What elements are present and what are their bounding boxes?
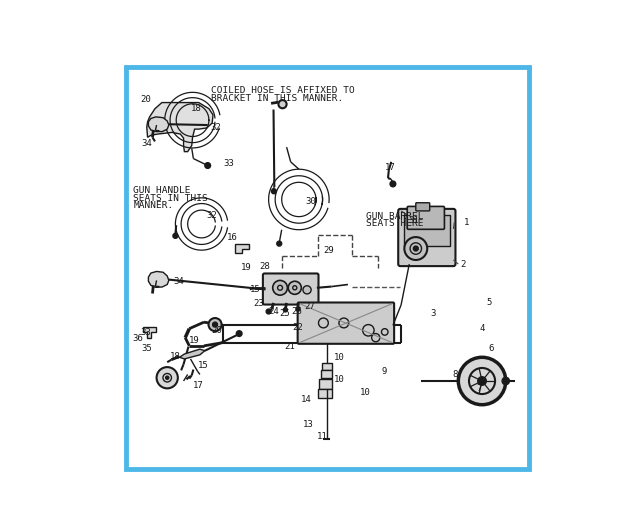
Circle shape xyxy=(296,307,300,311)
Text: 6: 6 xyxy=(488,344,494,353)
Polygon shape xyxy=(148,117,169,132)
Circle shape xyxy=(502,378,509,384)
Text: 20: 20 xyxy=(211,326,222,335)
Text: 23: 23 xyxy=(254,299,264,308)
Text: 15: 15 xyxy=(250,285,261,294)
Circle shape xyxy=(279,100,287,108)
Polygon shape xyxy=(147,102,213,152)
FancyBboxPatch shape xyxy=(298,303,394,344)
FancyBboxPatch shape xyxy=(263,273,318,305)
Circle shape xyxy=(213,322,217,327)
Text: 7: 7 xyxy=(476,384,481,393)
Text: 22: 22 xyxy=(293,322,304,331)
Text: SEATS HERE: SEATS HERE xyxy=(366,219,424,228)
Text: 18: 18 xyxy=(190,104,201,113)
Text: 20: 20 xyxy=(140,95,151,104)
Text: 32: 32 xyxy=(210,123,221,132)
Text: SEATS IN THIS: SEATS IN THIS xyxy=(134,194,208,203)
Circle shape xyxy=(413,246,419,251)
Circle shape xyxy=(266,309,271,314)
Text: 21: 21 xyxy=(284,342,295,351)
Bar xyxy=(321,371,332,378)
Text: MANNER.: MANNER. xyxy=(134,201,174,210)
Text: 33: 33 xyxy=(140,328,151,337)
Text: 32: 32 xyxy=(206,211,217,220)
Circle shape xyxy=(157,367,178,388)
Text: BRACKET IN THIS MANNER.: BRACKET IN THIS MANNER. xyxy=(211,93,343,102)
Circle shape xyxy=(205,162,211,168)
Circle shape xyxy=(458,357,505,405)
Circle shape xyxy=(236,331,242,337)
Circle shape xyxy=(288,281,302,294)
Text: 29: 29 xyxy=(324,246,334,255)
Text: 2: 2 xyxy=(461,260,466,269)
Text: 25: 25 xyxy=(280,310,290,319)
Bar xyxy=(318,389,332,398)
Text: 30: 30 xyxy=(305,196,316,205)
Circle shape xyxy=(173,234,178,238)
Polygon shape xyxy=(180,349,205,359)
Text: 17: 17 xyxy=(385,164,396,173)
Text: 24: 24 xyxy=(268,307,279,316)
Text: 15: 15 xyxy=(198,361,208,370)
Bar xyxy=(404,215,450,246)
Text: 14: 14 xyxy=(301,395,312,404)
Text: 18: 18 xyxy=(170,352,181,361)
Polygon shape xyxy=(236,244,249,253)
Text: 5: 5 xyxy=(487,298,492,307)
Text: 34: 34 xyxy=(173,277,183,286)
Circle shape xyxy=(478,376,486,386)
Text: GUN BARREL: GUN BARREL xyxy=(366,212,424,221)
Text: 8: 8 xyxy=(452,370,458,379)
Circle shape xyxy=(272,189,277,194)
Text: 35: 35 xyxy=(141,344,152,353)
Circle shape xyxy=(283,308,288,312)
Polygon shape xyxy=(148,271,169,287)
Text: 33: 33 xyxy=(223,159,234,168)
Text: 19: 19 xyxy=(241,263,252,272)
Circle shape xyxy=(166,376,169,379)
Text: 26: 26 xyxy=(291,307,302,316)
FancyBboxPatch shape xyxy=(407,207,444,229)
Text: 17: 17 xyxy=(193,381,204,390)
Bar xyxy=(320,379,332,389)
Text: 4: 4 xyxy=(479,324,485,333)
FancyBboxPatch shape xyxy=(398,209,456,266)
Text: 10: 10 xyxy=(334,375,344,384)
Circle shape xyxy=(404,237,427,260)
Circle shape xyxy=(303,286,311,294)
Text: 36: 36 xyxy=(132,334,143,343)
Text: 34: 34 xyxy=(141,139,152,148)
Circle shape xyxy=(277,241,282,246)
Text: COILED HOSE IS AFFIXED TO: COILED HOSE IS AFFIXED TO xyxy=(211,86,355,95)
Text: 10: 10 xyxy=(334,353,344,362)
Text: 11: 11 xyxy=(317,432,328,441)
Text: 19: 19 xyxy=(189,337,199,346)
Text: 28: 28 xyxy=(259,262,270,271)
Circle shape xyxy=(390,181,396,187)
Text: 10: 10 xyxy=(360,388,371,397)
Text: GUN HANDLE: GUN HANDLE xyxy=(134,186,191,195)
Text: 27: 27 xyxy=(304,302,315,311)
Text: 9: 9 xyxy=(381,367,387,376)
Polygon shape xyxy=(144,327,156,338)
Text: 1: 1 xyxy=(464,218,469,227)
Text: 13: 13 xyxy=(304,420,314,429)
FancyBboxPatch shape xyxy=(416,203,429,211)
Text: 3: 3 xyxy=(430,309,436,318)
Text: 16: 16 xyxy=(227,233,238,242)
Circle shape xyxy=(208,318,222,331)
Circle shape xyxy=(273,280,288,295)
Bar xyxy=(322,363,332,370)
Text: 31: 31 xyxy=(408,216,419,225)
